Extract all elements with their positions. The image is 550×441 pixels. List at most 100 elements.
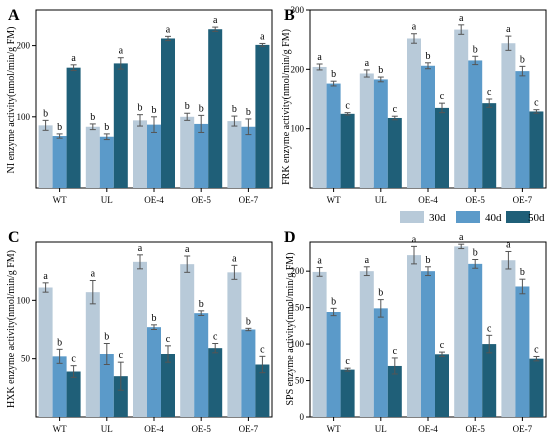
panel-d-significance-letter: c [345, 356, 350, 367]
panel-b-ylabel: FRK enzyme activity(nmol/min/g FM) [281, 29, 292, 185]
panel-d-significance-letter: b [426, 255, 431, 266]
panel-c-significance-letter: a [185, 244, 190, 255]
panel-b-bar-50d-oe-4 [435, 107, 449, 188]
panel-a-ytick-label: 200 [17, 41, 31, 51]
panel-c-significance-letter: c [166, 334, 171, 345]
panel-d-xtick-label: WT [327, 424, 341, 434]
panel-c-ytick-label: 100 [17, 295, 31, 305]
panel-c-significance-letter: b [152, 313, 157, 324]
panel-b-bar-30d-oe-4 [407, 38, 421, 189]
panel-b-significance-letter: c [440, 91, 445, 102]
panel-b-significance-letter: b [331, 69, 336, 80]
panel-a-letter: A [8, 7, 20, 24]
panel-d-significance-letter: c [440, 340, 445, 351]
panel-c-xtick-label: WT [53, 424, 67, 434]
panel-d-significance-letter: c [393, 346, 398, 357]
panel-a-bar-40d-oe-7 [241, 126, 256, 188]
panel-b-significance-letter: b [520, 54, 525, 65]
legend: 30d 40d 50d [400, 211, 545, 224]
panel-d-xtick-label: OE-5 [465, 424, 485, 434]
panel-c-bar-40d-oe-7 [241, 329, 256, 417]
panel-d-bar-30d-oe-7 [501, 260, 516, 417]
legend-label-50d: 50d [528, 212, 545, 224]
panel-c-bar-40d-oe-4 [147, 327, 161, 417]
panel-c-significance-letter: a [138, 243, 143, 254]
panel-c-bar-50d-oe-5 [208, 348, 223, 417]
panel-c-ytick-label: 50 [21, 354, 31, 364]
panel-a-significance-letter: b [199, 103, 204, 114]
panel-d-ytick-label: 100 [291, 339, 305, 349]
panel-c-significance-letter: c [260, 344, 265, 355]
panel-c: C HXK enzyme activity(nmol/min/g FM) 50 1… [6, 229, 273, 434]
panel-b-significance-letter: c [345, 101, 350, 112]
panel-d-significance-letter: b [331, 296, 336, 307]
panel-d-xtick-label: OE-7 [513, 424, 533, 434]
panel-a-xtick-label: WT [53, 195, 67, 205]
panel-a-bar-40d-ul [99, 136, 114, 188]
panel-a-bar-40d-oe-5 [194, 123, 209, 188]
panel-a-bar-40d-wt [52, 136, 67, 188]
panel-a: A NI enzyme activity(nmol/min/g FM) 100 2… [6, 7, 273, 205]
panel-d-significance-letter: a [506, 239, 511, 250]
panel-a-significance-letter: b [185, 101, 190, 112]
panel-a-significance-letter: a [71, 53, 76, 64]
legend-swatch-50d [506, 211, 530, 223]
panel-c-bar-50d-wt [66, 371, 81, 417]
panel-c-bar-50d-oe-7 [255, 364, 270, 417]
panel-d-bar-30d-ul [359, 271, 374, 417]
panel-a-significance-letter: a [119, 46, 124, 57]
panel-a-bar-30d-oe-7 [227, 121, 242, 188]
panel-a-xtick-label: UL [101, 195, 113, 205]
panel-c-xtick-label: OE-7 [239, 424, 259, 434]
panel-b-significance-letter: b [473, 44, 478, 55]
panel-c-bar-30d-oe-7 [227, 272, 242, 417]
panel-a-bar-50d-wt [66, 67, 81, 188]
panel-b-bar-50d-ul [387, 117, 402, 188]
panel-b-significance-letter: a [317, 52, 322, 63]
legend-swatch-30d [400, 211, 424, 223]
panel-c-significance-letter: c [119, 350, 124, 361]
panel-c-xtick-label: UL [101, 424, 113, 434]
legend-swatch-40d [456, 211, 480, 223]
panel-b: B FRK enzyme activity(nmol/min/g FM) 100… [281, 5, 547, 205]
panel-a-bar-30d-oe-4 [133, 120, 147, 188]
panel-d-bar-30d-oe-4 [407, 255, 421, 417]
panel-c-ylabel: HXK enzyme activity(nmol/min/g FM) [6, 250, 17, 408]
panel-b-xtick-label: WT [327, 195, 341, 205]
panel-b-significance-letter: a [506, 24, 511, 35]
panel-b-bar-40d-oe-4 [421, 65, 435, 188]
panel-d-ytick-label: 50 [295, 376, 305, 386]
panel-a-significance-letter: b [57, 122, 62, 133]
panel-d-bar-50d-oe-7 [529, 358, 544, 417]
panel-b-xtick-label: OE-7 [513, 195, 533, 205]
panel-a-bar-50d-oe-4 [161, 38, 175, 189]
panel-d-xtick-label: UL [375, 424, 387, 434]
panel-d-bar-50d-oe-5 [482, 344, 497, 417]
panel-c-letter: C [8, 229, 20, 246]
panel-b-bar-40d-oe-7 [515, 71, 530, 188]
panel-d-significance-letter: b [473, 248, 478, 259]
panel-c-significance-letter: b [246, 316, 251, 327]
panel-a-significance-letter: b [138, 103, 143, 114]
panel-d-bar-50d-wt [340, 369, 355, 417]
panel-a-bar-40d-oe-4 [147, 124, 161, 188]
panel-a-bar-30d-wt [38, 125, 53, 188]
panel-c-bar-40d-ul [99, 354, 114, 417]
panel-c-xtick-label: OE-5 [191, 424, 211, 434]
panel-a-significance-letter: a [213, 15, 218, 26]
panel-d-significance-letter: a [412, 234, 417, 245]
panel-a-significance-letter: b [104, 122, 109, 133]
panel-b-bar-30d-oe-5 [454, 29, 469, 188]
panel-b-significance-letter: b [426, 51, 431, 62]
panel-a-xtick-label: OE-4 [144, 195, 164, 205]
panel-b-bar-40d-wt [326, 83, 341, 188]
panel-c-significance-letter: c [71, 354, 76, 365]
panel-d-bar-40d-wt [326, 312, 341, 417]
panel-b-significance-letter: b [378, 65, 383, 76]
panel-a-bar-50d-oe-5 [208, 29, 223, 188]
panel-b-bar-30d-oe-7 [501, 43, 516, 188]
panel-d-ytick-label: 150 [291, 303, 305, 313]
panel-a-significance-letter: b [90, 112, 95, 123]
panel-b-xtick-label: OE-4 [418, 195, 438, 205]
